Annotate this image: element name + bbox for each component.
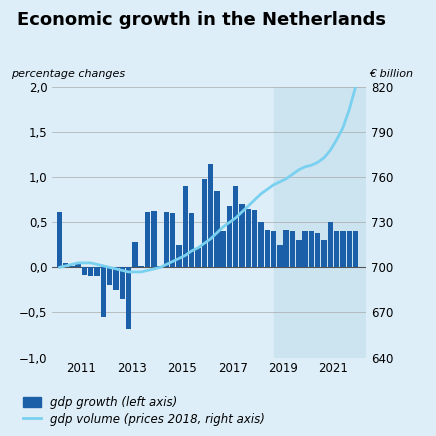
Bar <box>164 211 169 267</box>
Bar <box>107 267 112 286</box>
Bar <box>221 232 226 267</box>
Bar <box>75 263 81 267</box>
Bar <box>139 266 144 267</box>
Bar <box>94 267 100 276</box>
Bar <box>265 230 270 267</box>
Bar <box>334 232 339 267</box>
Bar <box>145 211 150 267</box>
Bar <box>126 267 131 329</box>
Text: Economic growth in the Netherlands: Economic growth in the Netherlands <box>17 11 386 29</box>
Bar <box>170 213 175 267</box>
Bar <box>151 211 157 267</box>
Bar <box>283 230 289 267</box>
Bar <box>132 242 138 267</box>
Bar <box>327 222 333 267</box>
Bar <box>57 211 62 267</box>
Text: € billion: € billion <box>369 69 413 79</box>
Bar <box>258 222 264 267</box>
Bar <box>252 210 257 267</box>
Bar <box>214 191 220 267</box>
Bar <box>195 248 201 267</box>
Bar <box>63 263 68 267</box>
Bar <box>309 232 314 267</box>
Bar <box>347 232 352 267</box>
Bar <box>277 245 283 267</box>
Bar <box>303 232 308 267</box>
Legend: gdp growth (left axis), gdp volume (prices 2018, right axis): gdp growth (left axis), gdp volume (pric… <box>24 396 266 426</box>
Bar <box>290 232 295 267</box>
Bar <box>353 232 358 267</box>
Bar <box>88 267 93 276</box>
Bar <box>69 266 75 267</box>
Bar <box>273 87 366 358</box>
Bar <box>189 213 194 267</box>
Bar <box>157 266 163 267</box>
Bar <box>239 204 245 267</box>
Bar <box>113 267 119 290</box>
Bar <box>201 179 207 267</box>
Bar <box>245 209 251 267</box>
Bar <box>119 267 125 299</box>
Bar <box>296 240 302 267</box>
Bar <box>340 232 346 267</box>
Bar <box>315 233 320 267</box>
Text: percentage changes: percentage changes <box>11 69 126 79</box>
Bar <box>183 186 188 267</box>
Bar <box>82 267 87 275</box>
Bar <box>233 186 238 267</box>
Bar <box>271 232 276 267</box>
Bar <box>227 206 232 267</box>
Bar <box>176 245 182 267</box>
Bar <box>208 164 213 267</box>
Bar <box>321 240 327 267</box>
Bar <box>101 267 106 317</box>
